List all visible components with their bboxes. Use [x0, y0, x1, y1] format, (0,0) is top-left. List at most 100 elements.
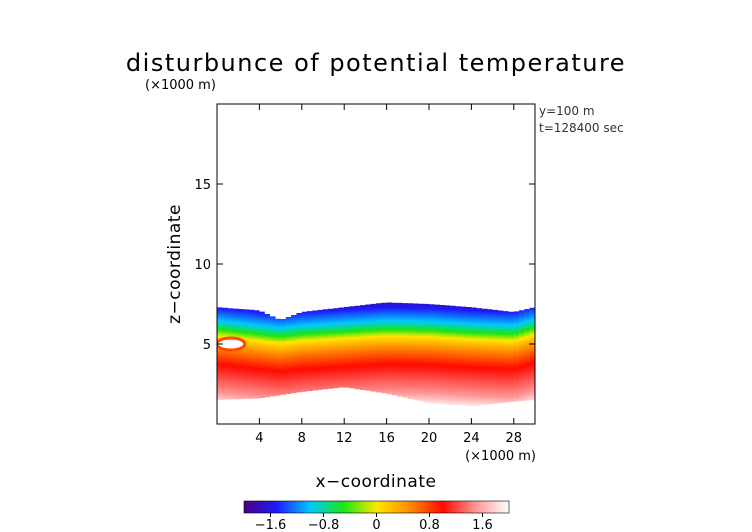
field-cell: [354, 305, 361, 390]
field-cell: [280, 319, 287, 395]
x-tick-label: 16: [378, 431, 395, 446]
colorbar-tick-label: 1.6: [472, 518, 493, 532]
field-strip: [227, 308, 234, 400]
field-strip: [397, 302, 403, 397]
field-strip: [434, 304, 440, 404]
field-strip: [418, 303, 424, 402]
x-tick-label: 4: [255, 431, 263, 446]
colorbar-tick-label: 0.8: [419, 518, 440, 532]
heatmap-field: [217, 302, 535, 407]
field-strip: [386, 302, 393, 395]
field-strip: [338, 307, 345, 388]
colorbar-tick-label: −0.8: [308, 518, 340, 532]
field-cell: [338, 307, 345, 388]
field-strip: [243, 309, 249, 399]
field-strip: [238, 309, 244, 400]
field-cell: [365, 304, 371, 391]
x-tick-label: 12: [336, 431, 353, 446]
field-strip: [460, 306, 467, 406]
colorbar: [243, 500, 510, 514]
field-cell: [434, 304, 440, 404]
field-cell: [333, 308, 340, 389]
field-cell: [243, 309, 249, 399]
field-cell: [460, 306, 467, 406]
field-cell: [253, 310, 260, 399]
field-strip: [439, 305, 446, 405]
x-tick-label: 24: [463, 431, 480, 446]
field-strip: [291, 315, 297, 394]
field-strip: [503, 311, 509, 403]
x-tick-label: 8: [298, 431, 306, 446]
y-tick-label: 5: [203, 338, 211, 353]
field-cell: [529, 307, 535, 401]
field-cell: [418, 303, 424, 402]
y-tick-label: 15: [194, 178, 211, 193]
field-strip: [455, 306, 461, 406]
field-strip: [222, 307, 228, 400]
field-strip: [412, 303, 419, 401]
field-strip: [296, 313, 302, 393]
field-strip: [285, 317, 292, 394]
field-cell: [322, 309, 329, 390]
field-cell: [402, 303, 408, 398]
field-cell: [397, 302, 403, 397]
field-strip: [317, 309, 324, 390]
field-strip: [450, 305, 456, 405]
colorbar-tick-label: 0: [372, 518, 380, 532]
field-cell: [238, 309, 244, 400]
y-unit-label: (×1000 m): [145, 78, 216, 93]
chart-title: disturbunce of potential temperature: [126, 49, 626, 77]
field-cell: [328, 308, 334, 389]
field-strip: [407, 303, 414, 399]
field-strip: [217, 307, 223, 400]
field-cell: [503, 311, 509, 403]
field-cell: [285, 317, 292, 394]
field-strip: [365, 304, 371, 391]
field-cell: [450, 305, 456, 405]
field-cell: [412, 303, 419, 401]
field-strip: [444, 305, 451, 405]
field-cell: [227, 308, 234, 400]
field-cell: [296, 313, 302, 393]
field-strip: [312, 310, 318, 391]
field-cell: [291, 315, 297, 394]
field-cell: [306, 311, 313, 392]
field-cell: [349, 306, 355, 389]
field-strip: [513, 311, 520, 402]
field-cell: [344, 306, 350, 388]
field-cell: [264, 314, 271, 398]
field-cell: [465, 307, 472, 407]
field-cell: [317, 309, 324, 390]
field-cell: [423, 303, 430, 403]
field-strip: [280, 319, 287, 395]
field-strip: [518, 310, 525, 402]
x-axis: 4 8 12 16 20 24 28: [255, 104, 522, 446]
field-strip: [344, 306, 350, 388]
field-strip: [529, 307, 535, 401]
field-cell: [513, 311, 520, 402]
field-cell: [381, 302, 387, 394]
field-strip: [497, 310, 504, 404]
field-strip: [322, 309, 329, 390]
field-strip: [275, 318, 281, 396]
field-strip: [492, 309, 499, 404]
field-strip: [481, 308, 488, 405]
field-cell: [275, 318, 281, 396]
field-strip: [375, 303, 382, 393]
x-unit-label: (×1000 m): [465, 449, 536, 464]
field-strip: [333, 308, 340, 389]
field-cell: [248, 309, 255, 399]
field-cell: [476, 308, 483, 406]
field-cell: [518, 310, 525, 402]
annotation-time: t=128400 sec: [539, 121, 624, 135]
field-cell: [370, 303, 377, 392]
field-cell: [428, 304, 435, 404]
field-cell: [481, 308, 488, 405]
field-cell: [217, 307, 223, 400]
field-cell: [508, 311, 514, 402]
field-cell: [312, 310, 318, 391]
field-strip: [391, 302, 398, 396]
field-cell: [269, 316, 276, 397]
field-strip: [259, 311, 265, 399]
